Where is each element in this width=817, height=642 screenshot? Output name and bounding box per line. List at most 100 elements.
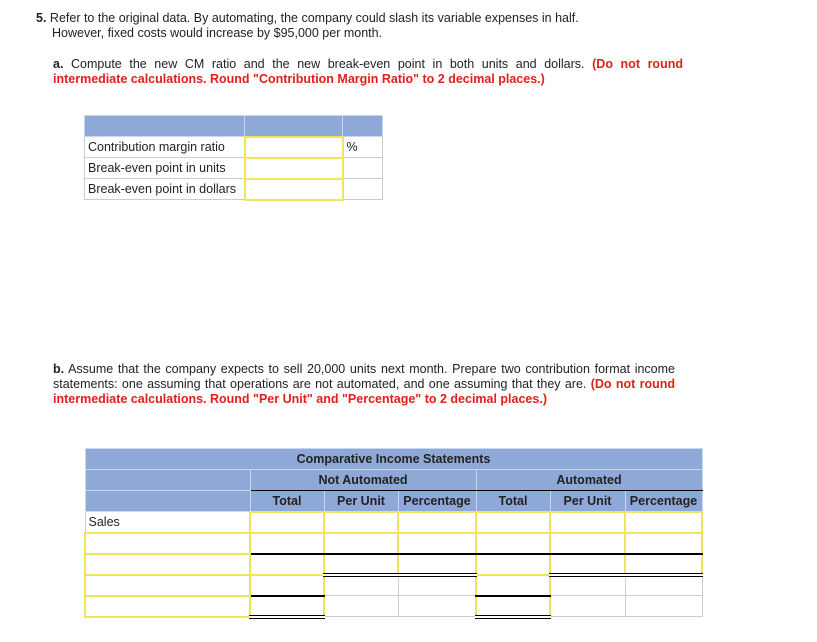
empty-cell — [624, 574, 703, 596]
row-label-input[interactable] — [84, 531, 251, 555]
value-input[interactable] — [475, 594, 551, 619]
row-label-field[interactable] — [86, 596, 249, 616]
value-field[interactable] — [251, 512, 323, 532]
value-input[interactable] — [549, 531, 626, 555]
table-row: Break-even point in units — [84, 156, 383, 180]
value-field[interactable] — [477, 512, 549, 532]
value-input[interactable] — [475, 510, 551, 534]
value-field[interactable] — [477, 575, 549, 595]
value-input[interactable] — [249, 594, 325, 619]
empty-cell — [549, 595, 626, 617]
value-input[interactable] — [397, 510, 477, 534]
value-input[interactable] — [475, 573, 551, 597]
value-field[interactable] — [626, 512, 701, 532]
part-b-note: (Do not round intermediate calculations.… — [53, 377, 675, 406]
table-row — [84, 594, 703, 619]
column-header: Per Unit — [323, 490, 399, 512]
value-field[interactable] — [251, 533, 323, 553]
value-field[interactable] — [399, 533, 475, 553]
answer-input[interactable] — [243, 135, 344, 159]
row-label-input[interactable] — [84, 573, 251, 597]
value-input[interactable] — [323, 531, 399, 555]
row-label-input[interactable] — [84, 594, 251, 618]
value-field[interactable] — [399, 512, 475, 532]
value-field[interactable] — [325, 512, 397, 532]
row-label: Sales — [84, 511, 251, 533]
part-b-text: Assume that the company expects to sell … — [53, 362, 675, 391]
value-input[interactable] — [475, 531, 551, 555]
value-input[interactable] — [249, 510, 325, 534]
table-title: Comparative Income Statements — [84, 448, 703, 470]
unit-label — [342, 178, 383, 200]
question-line1: Refer to the original data. By automatin… — [49, 11, 579, 25]
column-header: Per Unit — [549, 490, 626, 512]
column-header: Percentage — [397, 490, 477, 512]
answer-field[interactable] — [245, 158, 342, 178]
part-b-letter: b. — [53, 362, 65, 376]
table-row — [84, 531, 703, 555]
table-row — [84, 573, 703, 597]
column-header: Total — [475, 490, 551, 512]
value-input[interactable] — [624, 531, 703, 555]
value-field[interactable] — [251, 596, 323, 615]
column-header: Percentage — [624, 490, 703, 512]
answer-field[interactable] — [245, 137, 342, 157]
value-field[interactable] — [477, 596, 549, 615]
part-a-letter: a. — [53, 57, 64, 71]
part-a-prompt: a. Compute the new CM ratio and the new … — [53, 57, 683, 87]
part-b-prompt: b. Assume that the company expects to se… — [53, 362, 675, 407]
value-field[interactable] — [325, 554, 397, 573]
value-input[interactable] — [249, 531, 325, 555]
value-field[interactable] — [551, 554, 624, 573]
answer-field[interactable] — [245, 179, 342, 199]
table-row: Sales — [84, 510, 703, 534]
value-input[interactable] — [249, 573, 325, 597]
empty-cell — [397, 595, 477, 617]
row-label-field[interactable] — [86, 533, 249, 553]
value-input[interactable] — [624, 510, 703, 534]
value-input[interactable] — [549, 552, 626, 577]
value-input[interactable] — [549, 510, 626, 534]
answer-input[interactable] — [243, 177, 344, 201]
empty-cell — [624, 595, 703, 617]
part-a-text: Compute the new CM ratio and the new bre… — [71, 57, 585, 71]
value-field[interactable] — [325, 533, 397, 553]
value-field[interactable] — [626, 533, 701, 553]
value-field[interactable] — [626, 554, 701, 573]
comparative-income-table: Comparative Income Statements Not Automa… — [84, 448, 703, 619]
value-field[interactable] — [251, 575, 323, 595]
row-label-input[interactable] — [84, 552, 251, 576]
value-input[interactable] — [475, 552, 551, 576]
table-row — [84, 552, 703, 577]
value-input[interactable] — [397, 531, 477, 555]
row-label: Break-even point in units — [84, 157, 245, 179]
group-not-automated: Not Automated — [249, 469, 477, 491]
breakeven-table: Contribution margin ratio% Break-even poi… — [84, 115, 383, 201]
question-line2: However, fixed costs would increase by $… — [52, 26, 383, 40]
question-5: 5. Refer to the original data. By automa… — [36, 11, 686, 41]
answer-input[interactable] — [243, 156, 344, 180]
row-label-field[interactable] — [86, 575, 249, 595]
value-field[interactable] — [477, 533, 549, 553]
value-field[interactable] — [551, 533, 624, 553]
unit-label: % — [342, 136, 383, 158]
value-input[interactable] — [397, 552, 477, 577]
value-field[interactable] — [551, 512, 624, 532]
part-a-note: (Do not round intermediate calculations.… — [53, 57, 683, 86]
table-row: Contribution margin ratio% — [84, 135, 383, 159]
row-label-field[interactable] — [86, 554, 249, 574]
value-input[interactable] — [624, 552, 703, 577]
value-input[interactable] — [323, 552, 399, 577]
empty-cell — [397, 574, 477, 596]
value-input[interactable] — [323, 510, 399, 534]
value-field[interactable] — [251, 554, 323, 574]
value-field[interactable] — [477, 554, 549, 574]
column-header: Total — [249, 490, 325, 512]
question-number: 5. — [36, 11, 47, 25]
value-field[interactable] — [399, 554, 475, 573]
empty-cell — [323, 574, 399, 596]
empty-cell — [323, 595, 399, 617]
unit-label — [342, 157, 383, 179]
empty-cell — [549, 574, 626, 596]
value-input[interactable] — [249, 552, 325, 576]
